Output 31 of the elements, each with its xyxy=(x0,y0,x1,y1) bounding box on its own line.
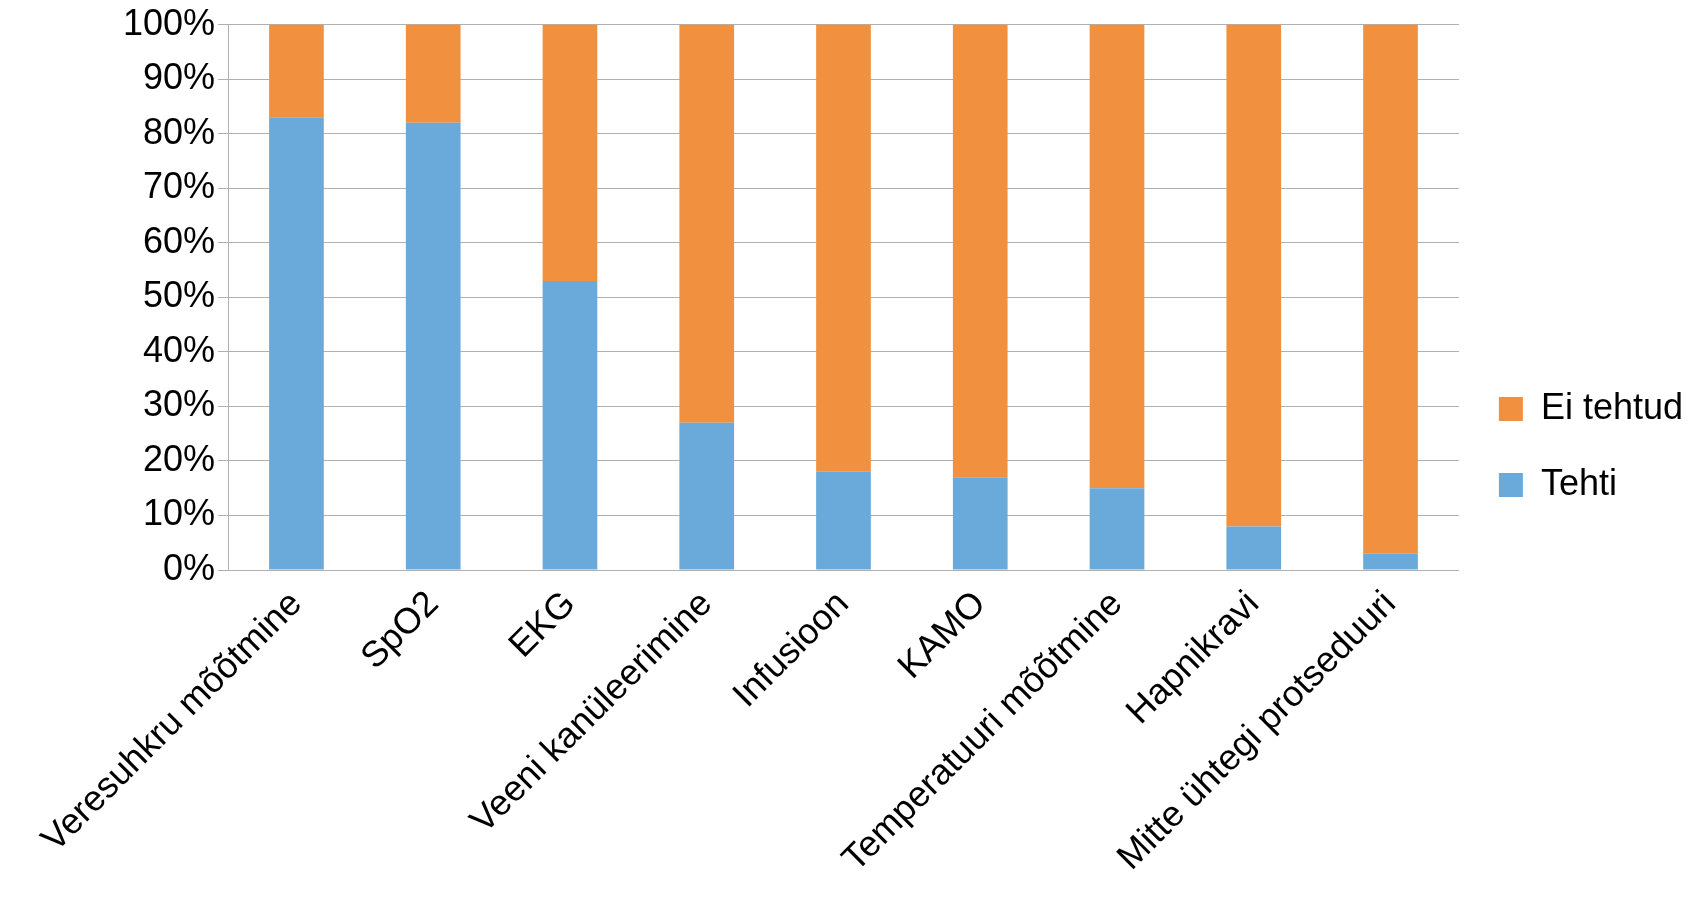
y-tick-label: 0% xyxy=(163,546,216,588)
bar xyxy=(542,24,598,281)
bar xyxy=(952,24,1008,478)
bar xyxy=(679,422,735,570)
bar xyxy=(542,280,598,570)
bar xyxy=(816,24,871,472)
y-tick-label: 40% xyxy=(143,328,216,370)
y-tick-label: 10% xyxy=(143,492,216,534)
y-tick-label: 80% xyxy=(143,110,216,152)
bar xyxy=(952,477,1008,570)
bar xyxy=(1226,526,1282,570)
bar xyxy=(1363,553,1418,570)
legend-label: Ei tehtud xyxy=(1540,385,1684,427)
y-tick-label: 30% xyxy=(143,383,216,425)
bar xyxy=(1089,24,1145,489)
bar xyxy=(269,24,324,118)
bar xyxy=(679,24,735,423)
bar xyxy=(1226,24,1282,527)
y-tick-label: 60% xyxy=(143,219,216,261)
bar xyxy=(269,117,324,570)
y-tick-label: 90% xyxy=(143,56,216,98)
bar xyxy=(1089,488,1145,570)
y-tick-label: 50% xyxy=(143,274,216,316)
bar xyxy=(405,122,461,570)
legend-label: Tehti xyxy=(1540,461,1617,503)
y-tick-label: 70% xyxy=(143,165,216,207)
bar xyxy=(1363,24,1418,554)
y-tick-label: 20% xyxy=(143,437,216,479)
y-tick-label: 100% xyxy=(123,1,216,43)
bar xyxy=(816,471,871,570)
bar xyxy=(405,24,461,123)
